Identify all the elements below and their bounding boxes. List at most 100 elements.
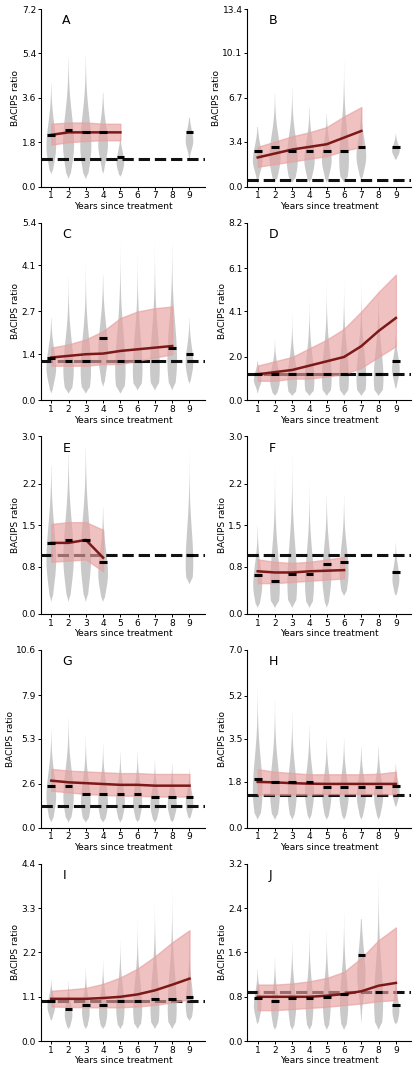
Polygon shape [133, 752, 142, 823]
Polygon shape [98, 508, 108, 602]
Polygon shape [357, 919, 365, 1025]
Polygon shape [254, 361, 261, 394]
Polygon shape [392, 975, 399, 1025]
Polygon shape [63, 719, 74, 823]
Polygon shape [322, 739, 331, 820]
Polygon shape [269, 94, 281, 183]
Polygon shape [116, 752, 125, 823]
Y-axis label: BACIPS ratio: BACIPS ratio [212, 70, 221, 125]
Text: G: G [62, 655, 72, 668]
Polygon shape [305, 297, 314, 396]
Polygon shape [150, 242, 160, 391]
Polygon shape [117, 133, 124, 177]
Polygon shape [322, 496, 331, 608]
Polygon shape [186, 940, 193, 1021]
Polygon shape [82, 968, 90, 1029]
X-axis label: Years since treatment: Years since treatment [74, 629, 172, 638]
Polygon shape [289, 941, 296, 1030]
Y-axis label: BACIPS ratio: BACIPS ratio [11, 497, 20, 553]
X-axis label: Years since treatment: Years since treatment [280, 1056, 379, 1066]
X-axis label: Years since treatment: Years since treatment [74, 201, 172, 211]
Polygon shape [339, 496, 349, 597]
Polygon shape [46, 730, 56, 823]
X-axis label: Years since treatment: Years since treatment [74, 843, 172, 851]
Polygon shape [357, 282, 366, 396]
Polygon shape [270, 700, 280, 820]
Polygon shape [339, 282, 349, 396]
Text: H: H [269, 655, 278, 668]
Polygon shape [322, 282, 332, 396]
Y-axis label: BACIPS ratio: BACIPS ratio [11, 284, 20, 340]
Polygon shape [98, 93, 108, 175]
Text: D: D [269, 228, 278, 241]
Polygon shape [186, 118, 193, 162]
Y-axis label: BACIPS ratio: BACIPS ratio [218, 497, 227, 553]
Polygon shape [99, 961, 107, 1029]
Polygon shape [80, 56, 91, 179]
X-axis label: Years since treatment: Years since treatment [74, 416, 172, 424]
Y-axis label: BACIPS ratio: BACIPS ratio [5, 711, 15, 767]
Polygon shape [115, 242, 126, 394]
Polygon shape [340, 914, 348, 1030]
Polygon shape [270, 340, 280, 396]
Polygon shape [254, 969, 261, 1025]
Text: A: A [62, 14, 71, 28]
Polygon shape [339, 61, 349, 183]
Polygon shape [253, 127, 263, 184]
Polygon shape [392, 764, 400, 808]
Text: E: E [62, 441, 70, 455]
Polygon shape [253, 688, 263, 820]
Y-axis label: BACIPS ratio: BACIPS ratio [11, 924, 20, 980]
Polygon shape [288, 713, 297, 820]
Polygon shape [98, 275, 108, 387]
X-axis label: Years since treatment: Years since treatment [280, 201, 379, 211]
Polygon shape [186, 318, 193, 383]
X-axis label: Years since treatment: Years since treatment [74, 1056, 172, 1066]
Polygon shape [392, 335, 400, 390]
Polygon shape [46, 466, 56, 602]
Polygon shape [392, 134, 400, 161]
Polygon shape [80, 448, 91, 602]
Polygon shape [168, 764, 177, 823]
Polygon shape [168, 888, 177, 1029]
Y-axis label: BACIPS ratio: BACIPS ratio [218, 924, 227, 980]
Polygon shape [80, 262, 91, 394]
Polygon shape [98, 743, 108, 823]
Polygon shape [339, 739, 349, 820]
Text: C: C [62, 228, 71, 241]
Polygon shape [133, 253, 143, 391]
Polygon shape [374, 746, 383, 820]
Text: F: F [269, 441, 276, 455]
Polygon shape [287, 454, 297, 608]
Polygon shape [357, 746, 366, 820]
Polygon shape [186, 448, 193, 585]
Polygon shape [305, 726, 314, 820]
Polygon shape [81, 736, 90, 823]
Polygon shape [357, 107, 366, 180]
Polygon shape [253, 525, 262, 608]
Polygon shape [306, 931, 313, 1030]
Polygon shape [63, 275, 74, 394]
Polygon shape [271, 957, 279, 1030]
Y-axis label: BACIPS ratio: BACIPS ratio [218, 284, 227, 340]
Text: I: I [62, 869, 66, 881]
Polygon shape [392, 543, 399, 597]
Y-axis label: BACIPS ratio: BACIPS ratio [218, 711, 227, 767]
Polygon shape [374, 875, 383, 1030]
Polygon shape [287, 314, 297, 396]
Polygon shape [63, 59, 74, 179]
Polygon shape [322, 114, 332, 183]
Polygon shape [65, 981, 73, 1029]
X-axis label: Years since treatment: Years since treatment [280, 629, 379, 638]
Polygon shape [151, 900, 159, 1029]
X-axis label: Years since treatment: Years since treatment [280, 843, 379, 851]
Y-axis label: BACIPS ratio: BACIPS ratio [11, 70, 20, 125]
Polygon shape [46, 84, 56, 175]
Polygon shape [151, 760, 159, 823]
X-axis label: Years since treatment: Years since treatment [280, 416, 379, 424]
Polygon shape [304, 107, 315, 183]
Polygon shape [323, 931, 331, 1030]
Polygon shape [48, 981, 55, 1021]
Polygon shape [46, 318, 56, 394]
Polygon shape [186, 769, 193, 819]
